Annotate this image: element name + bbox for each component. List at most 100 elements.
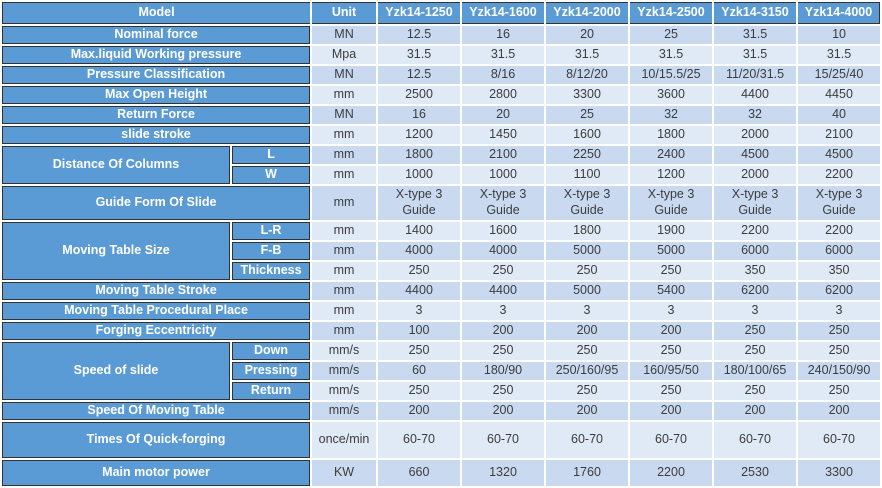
- value-cell-3: 1200: [630, 166, 713, 184]
- unit-cell: mm: [312, 262, 377, 280]
- value-cell-2: 250: [546, 262, 629, 280]
- value-cell-1: 1450: [462, 126, 545, 144]
- value-cell-4: 3: [714, 302, 797, 320]
- value-cell-1: 2800: [462, 86, 545, 104]
- value-cell-1: 60-70: [462, 422, 545, 458]
- unit-cell: once/min: [312, 422, 377, 458]
- value-cell-4: 4500: [714, 146, 797, 164]
- value-cell-0: 1400: [378, 222, 461, 240]
- table-row: Return mm/s 250 250 250 250 250 250: [2, 382, 881, 400]
- value-cell-1: 8/16: [462, 66, 545, 84]
- value-cell-4: 31.5: [714, 46, 797, 64]
- value-cell-4: 2000: [714, 126, 797, 144]
- value-cell-4: 2000: [714, 166, 797, 184]
- unit-cell: mm: [312, 126, 377, 144]
- value-cell-3: 1900: [630, 222, 713, 240]
- value-cell-1: 4000: [462, 242, 545, 260]
- unit-cell: mm: [312, 146, 377, 164]
- value-cell-1: X-type 3 Guide: [462, 186, 545, 220]
- value-cell-4: 250: [714, 322, 797, 340]
- value-cell-5: 6000: [798, 242, 881, 260]
- row-sublabel: F-B: [232, 242, 311, 260]
- unit-cell: KW: [312, 460, 377, 486]
- value-cell-5: 350: [798, 262, 881, 280]
- value-cell-5: 250: [798, 342, 881, 360]
- unit-cell: mm: [312, 282, 377, 300]
- row-label: Nominal force: [2, 26, 311, 44]
- value-cell-0: 60: [378, 362, 461, 380]
- unit-cell: mm: [312, 222, 377, 240]
- value-cell-2: 5000: [546, 282, 629, 300]
- value-cell-5: 4500: [798, 146, 881, 164]
- value-cell-5: X-type 3 Guide: [798, 186, 881, 220]
- value-cell-3: 250: [630, 382, 713, 400]
- value-cell-4: 6200: [714, 282, 797, 300]
- value-cell-1: 3: [462, 302, 545, 320]
- row-sublabel: L-R: [232, 222, 311, 240]
- table-row: Moving Table Procedural Place mm 3 3 3 3 3 3: [2, 302, 881, 320]
- value-cell-0: 100: [378, 322, 461, 340]
- table-row: Pressing mm/s 60 180/90 250/160/95 160/95/50 1…: [2, 362, 881, 380]
- value-cell-1: 250: [462, 262, 545, 280]
- row-label: Guide Form Of Slide: [2, 186, 311, 220]
- unit-cell: mm: [312, 166, 377, 184]
- value-cell-0: 250: [378, 262, 461, 280]
- value-cell-4: 250: [714, 382, 797, 400]
- row-label: Speed Of Moving Table: [2, 402, 311, 420]
- table-row: Forging Eccentricity mm 100 200 200 200 250 250: [2, 322, 881, 340]
- header-model-column-5: Yzk14-4000: [798, 2, 881, 24]
- value-cell-3: 60-70: [630, 422, 713, 458]
- value-cell-2: 1100: [546, 166, 629, 184]
- value-cell-2: 1600: [546, 126, 629, 144]
- value-cell-5: 2200: [798, 166, 881, 184]
- value-cell-0: 1800: [378, 146, 461, 164]
- unit-cell: MN: [312, 26, 377, 44]
- unit-cell: MN: [312, 106, 377, 124]
- value-cell-4: 60-70: [714, 422, 797, 458]
- value-cell-5: 60-70: [798, 422, 881, 458]
- value-cell-4: 250: [714, 342, 797, 360]
- value-cell-5: 10: [798, 26, 881, 44]
- value-cell-5: 15/25/40: [798, 66, 881, 84]
- value-cell-0: 4400: [378, 282, 461, 300]
- unit-cell: mm: [312, 242, 377, 260]
- value-cell-2: 25: [546, 106, 629, 124]
- table-row: Speed Of Moving Table mm/s 200 200 200 200 200…: [2, 402, 881, 420]
- value-cell-3: 5400: [630, 282, 713, 300]
- value-cell-4: 2200: [714, 222, 797, 240]
- value-cell-1: 200: [462, 402, 545, 420]
- value-cell-1: 250: [462, 382, 545, 400]
- value-cell-0: 12.5: [378, 26, 461, 44]
- value-cell-0: 12.5: [378, 66, 461, 84]
- table-row: Times Of Quick-forging once/min 60-70 60-70…: [2, 422, 881, 458]
- row-sublabel: Return: [232, 382, 311, 400]
- header-model-column-1: Yzk14-1600: [462, 2, 545, 24]
- value-cell-1: 200: [462, 322, 545, 340]
- value-cell-3: 2200: [630, 460, 713, 486]
- value-cell-2: 2250: [546, 146, 629, 164]
- unit-cell: MN: [312, 66, 377, 84]
- value-cell-0: 4000: [378, 242, 461, 260]
- value-cell-2: 60-70: [546, 422, 629, 458]
- unit-cell: mm/s: [312, 402, 377, 420]
- value-cell-0: 3: [378, 302, 461, 320]
- value-cell-4: 350: [714, 262, 797, 280]
- value-cell-2: 250: [546, 382, 629, 400]
- value-cell-0: 31.5: [378, 46, 461, 64]
- value-cell-2: 20: [546, 26, 629, 44]
- value-cell-0: 660: [378, 460, 461, 486]
- header-model-column-3: Yzk14-2500: [630, 2, 713, 24]
- value-cell-5: 3300: [798, 460, 881, 486]
- value-cell-3: 200: [630, 402, 713, 420]
- header-model-column-2: Yzk14-2000: [546, 2, 629, 24]
- value-cell-5: 240/150/90: [798, 362, 881, 380]
- unit-cell: mm/s: [312, 342, 377, 360]
- table-row: Thickness mm 250 250 250 250 350 350: [2, 262, 881, 280]
- header-row: Model Unit Yzk14-1250 Yzk14-1600 Yzk14-2000 Y…: [2, 2, 881, 24]
- value-cell-2: 250: [546, 342, 629, 360]
- value-cell-3: 2400: [630, 146, 713, 164]
- value-cell-0: 1200: [378, 126, 461, 144]
